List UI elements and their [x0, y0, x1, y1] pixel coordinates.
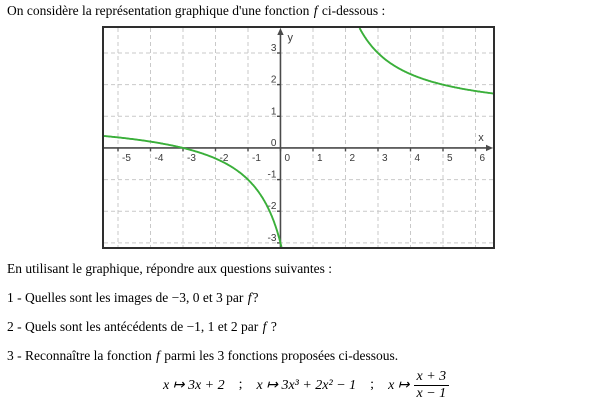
svg-text:2: 2	[350, 153, 356, 164]
svg-text:x: x	[478, 132, 484, 144]
formula-3: x ↦ x + 3 x − 1	[388, 369, 450, 401]
svg-text:-2: -2	[268, 201, 277, 212]
question-3-post: parmi les 3 fonctions proposées ci-desso…	[160, 348, 399, 363]
svg-text:-1: -1	[252, 153, 261, 164]
svg-text:2: 2	[271, 75, 277, 86]
svg-text:3: 3	[271, 43, 277, 54]
svg-text:1: 1	[317, 153, 323, 164]
question-2: 2 - Quels sont les antécédents de −1, 1 …	[7, 319, 277, 335]
formula-separator-1: ;	[238, 377, 243, 392]
question-1: 1 - Quelles sont les images de −3, 0 et …	[7, 290, 258, 306]
question-1-post: ?	[252, 290, 259, 305]
svg-text:3: 3	[382, 153, 388, 164]
svg-text:0: 0	[285, 153, 291, 164]
svg-text:6: 6	[480, 153, 486, 164]
function-symbol: f	[313, 3, 318, 18]
intro-text: On considère la représentation graphique…	[7, 3, 385, 19]
svg-text:-5: -5	[122, 153, 131, 164]
svg-text:-3: -3	[268, 233, 277, 244]
question-2-post: ?	[267, 319, 277, 334]
function-symbol: f	[156, 348, 160, 363]
svg-text:-4: -4	[155, 153, 164, 164]
fraction-numerator: x + 3	[413, 369, 450, 386]
question-2-pre: 2 - Quels sont les antécédents de −1, 1 …	[7, 319, 262, 334]
formula-2: x ↦ 3x³ + 2x² − 1	[256, 377, 357, 393]
function-symbol: f	[262, 319, 267, 334]
formula-separator-2: ;	[370, 377, 375, 392]
formula-1: x ↦ 3x + 2	[163, 377, 225, 393]
intro-pre: On considère la représentation graphique…	[7, 3, 313, 18]
svg-text:5: 5	[447, 153, 453, 164]
svg-text:-1: -1	[268, 170, 277, 181]
svg-text:0: 0	[271, 138, 277, 149]
svg-text:-2: -2	[220, 153, 229, 164]
intro-post: ci-dessous :	[318, 3, 386, 18]
instruction-text: En utilisant le graphique, répondre aux …	[7, 261, 333, 276]
formula-3-prefix: x ↦	[388, 377, 410, 393]
fraction: x + 3 x − 1	[413, 369, 450, 401]
svg-text:4: 4	[415, 153, 421, 164]
svg-text:y: y	[287, 32, 293, 44]
svg-text:1: 1	[271, 106, 277, 117]
fraction-denominator: x − 1	[416, 385, 447, 401]
svg-text:-3: -3	[187, 153, 196, 164]
question-3: 3 - Reconnaître la fonction f parmi les …	[7, 348, 398, 364]
question-3-pre: 3 - Reconnaître la fonction	[7, 348, 156, 363]
function-symbol: f	[247, 290, 252, 305]
formula-row: x ↦ 3x + 2 ; x ↦ 3x³ + 2x² − 1 ; x ↦ x +…	[163, 366, 450, 404]
function-graph: -5 -4 -3 -2 -1 0 1 2 3 4 5 6 -3 -2 -1 0 1 2 3 y x	[102, 26, 495, 249]
question-1-pre: 1 - Quelles sont les images de −3, 0 et …	[7, 290, 247, 305]
